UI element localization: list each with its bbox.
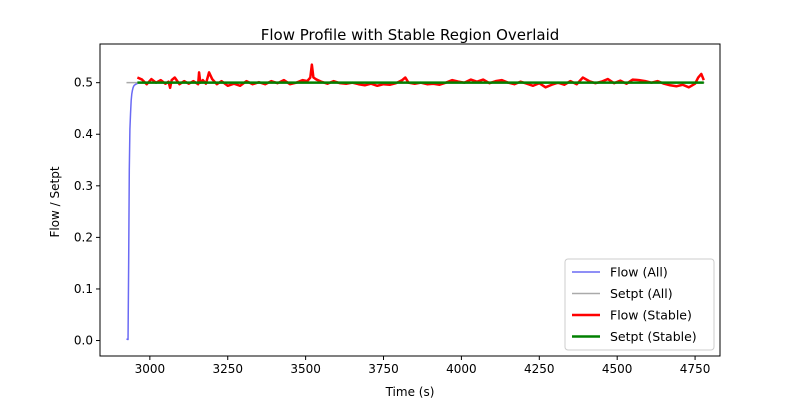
series-line-flow-stable: [136, 63, 705, 90]
plot-area: 3000 3250 3500 3750 4000 4250 4500 4750 0.0 0.1 0.…: [74, 43, 721, 376]
legend-box: [564, 258, 715, 351]
chart-title: Flow Profile with Stable Region Overlaid: [261, 26, 560, 44]
x-tick-label: 3250: [212, 362, 243, 376]
x-tick-label: 3000: [135, 362, 166, 376]
x-axis-label: Time (s): [385, 385, 435, 399]
x-tick-label: 4500: [602, 362, 633, 376]
legend: Flow (All) Setpt (All) Flow (Stable) Setpt …: [564, 258, 715, 351]
x-tick-label: 4250: [524, 362, 555, 376]
y-tick-label: 0.0: [74, 334, 93, 348]
legend-entry: Flow (All): [610, 265, 668, 280]
legend-entry: Setpt (All): [610, 286, 673, 301]
x-tick-label: 3500: [290, 362, 321, 376]
y-tick-label: 0.3: [74, 179, 93, 193]
y-tick-label: 0.2: [74, 230, 93, 244]
y-tick-label: 0.1: [74, 282, 93, 296]
plot-frame: [99, 43, 721, 357]
legend-entry: Setpt (Stable): [610, 329, 697, 344]
x-tick-label: 3750: [368, 362, 399, 376]
x-tick-label: 4750: [680, 362, 711, 376]
y-axis-label: Flow / Setpt: [48, 166, 62, 237]
x-tick-label: 4000: [446, 362, 477, 376]
y-tick-label: 0.5: [74, 76, 93, 90]
y-tick-label: 0.4: [74, 127, 93, 141]
legend-entry: Flow (Stable): [610, 308, 692, 323]
series-line-flow-all: [126, 82, 138, 341]
